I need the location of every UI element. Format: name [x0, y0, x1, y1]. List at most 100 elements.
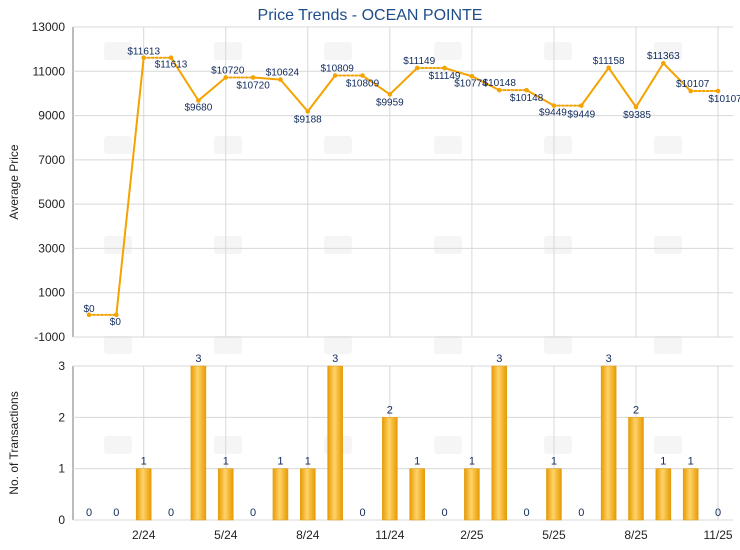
transactions-y-tick-label: 1 [58, 462, 65, 476]
transaction-count-label: 1 [551, 456, 557, 468]
transaction-bar [546, 468, 562, 521]
transaction-bar [272, 468, 289, 521]
price-y-tick-label: 11000 [33, 64, 66, 78]
watermark-mark [544, 136, 572, 154]
transaction-bar [382, 417, 398, 521]
transaction-count-label: 1 [469, 456, 475, 468]
transaction-count-label: 0 [715, 507, 721, 519]
price-series-segment [525, 89, 555, 107]
chart-title: Price Trends - OCEAN POINTE [258, 7, 483, 24]
watermark-mark [544, 436, 572, 454]
price-series-segment [470, 75, 501, 92]
x-tick-label: 2/24 [132, 528, 156, 542]
price-series-segment [115, 56, 145, 316]
price-series-segment [279, 78, 309, 113]
x-tick-label: 5/24 [214, 528, 238, 542]
transaction-count-label: 0 [578, 507, 584, 519]
watermark-mark [434, 336, 462, 354]
transaction-bar [655, 468, 672, 521]
watermark-mark [324, 336, 352, 354]
watermark-mark [324, 42, 352, 60]
price-data-label: $10107 [708, 94, 740, 105]
transaction-count-label: 1 [141, 456, 147, 468]
transaction-count-label: 3 [195, 353, 201, 365]
transaction-count-label: 1 [414, 456, 420, 468]
transactions-y-tick-label: 0 [58, 513, 65, 527]
x-tick-label: 11/24 [375, 528, 404, 542]
watermark-mark [214, 336, 242, 354]
price-data-label: $10624 [266, 68, 300, 79]
price-series-segment [197, 76, 227, 102]
watermark-mark [434, 236, 462, 254]
transaction-bar [600, 365, 617, 521]
price-data-label: $10148 [483, 78, 517, 89]
watermark-mark [544, 42, 572, 60]
price-panel: 13000 11000 9000 7000 5000 3000 1000 -1000 $0 $0 $… [32, 20, 740, 344]
price-series-segment [361, 74, 391, 96]
transaction-count-label: 0 [113, 507, 119, 519]
transaction-bar [491, 365, 508, 521]
price-data-point [114, 312, 119, 318]
transaction-count-label: 0 [250, 507, 256, 519]
transaction-count-label: 0 [524, 507, 530, 519]
price-data-point [332, 73, 338, 78]
watermark-mark [654, 236, 682, 254]
price-data-label: $9188 [294, 114, 322, 125]
price-data-label: $10720 [211, 65, 245, 76]
x-tick-label: 8/24 [296, 528, 320, 542]
price-data-point [141, 55, 146, 61]
price-data-label: $10809 [346, 79, 380, 90]
price-data-point [414, 65, 420, 71]
price-data-point [633, 104, 639, 110]
price-y-tick-label: 5000 [38, 197, 65, 211]
transaction-count-label: 3 [332, 353, 338, 365]
watermark-mark [434, 436, 462, 454]
price-data-point [688, 88, 693, 94]
price-data-label: $11149 [429, 71, 461, 82]
price-data-label: $10720 [236, 80, 270, 91]
price-series-segment [580, 66, 610, 107]
watermark-mark [654, 136, 682, 154]
price-data-label: $11613 [155, 60, 188, 71]
transaction-count-label: 1 [305, 456, 311, 468]
price-data-point [223, 75, 229, 80]
transaction-count-label: 0 [86, 507, 92, 519]
watermark-mark [434, 42, 462, 60]
price-data-label: $11158 [593, 56, 625, 67]
transactions-y-tick-label: 2 [58, 410, 65, 424]
transactions-y-axis-label: No. of Transactions [7, 391, 21, 494]
transactions-y-tick-label: 3 [58, 359, 65, 373]
price-data-label: $10774 [454, 78, 488, 89]
watermark-mark [434, 136, 462, 154]
watermark-mark [104, 236, 132, 254]
transaction-panel: 0 1 2 3 2/24 5/24 8/24 11/24 2/25 5/25 8/25 11/25 0 0… [58, 353, 733, 542]
price-y-axis-label: Average Price [7, 144, 21, 219]
price-data-label: $11363 [647, 51, 680, 62]
price-y-tick-label: 13000 [32, 20, 66, 34]
transaction-bar [135, 468, 152, 521]
transaction-bar [190, 365, 207, 521]
price-data-label: $0 [83, 304, 95, 315]
price-y-tick-label: 1000 [38, 286, 65, 300]
watermark-mark [214, 42, 242, 60]
watermark-mark [544, 336, 572, 354]
transaction-bar [299, 468, 316, 521]
watermark-mark [104, 336, 132, 354]
price-y-tick-label: 7000 [38, 153, 65, 167]
transaction-count-label: 0 [168, 507, 174, 519]
watermark-mark [214, 136, 242, 154]
price-y-tick-label: 9000 [38, 109, 65, 123]
price-data-point [305, 109, 311, 114]
price-data-label: $11149 [403, 56, 435, 67]
price-data-point [551, 103, 557, 108]
price-series-segment [443, 66, 473, 78]
price-data-point [196, 98, 201, 103]
transaction-count-label: 3 [496, 353, 502, 365]
transaction-count-label: 3 [606, 353, 612, 365]
price-series-segment [662, 62, 692, 93]
transaction-count-label: 1 [688, 456, 694, 468]
transaction-count-label: 0 [441, 507, 447, 519]
price-data-point [496, 87, 502, 93]
